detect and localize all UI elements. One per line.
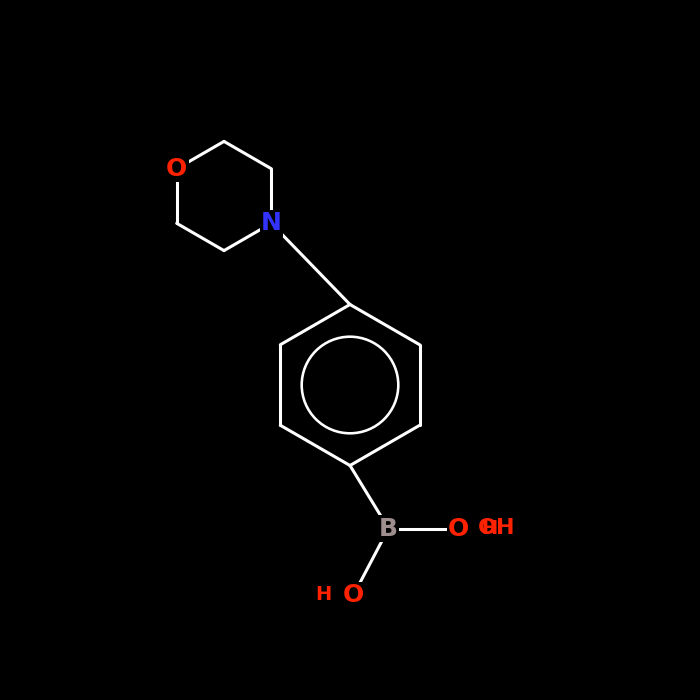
Text: O: O bbox=[448, 517, 469, 540]
Text: H: H bbox=[315, 585, 331, 605]
Text: N: N bbox=[261, 211, 281, 235]
Text: OH: OH bbox=[478, 519, 516, 538]
Text: O: O bbox=[166, 157, 188, 181]
Text: B: B bbox=[379, 517, 398, 540]
Text: H: H bbox=[481, 519, 497, 538]
Text: O: O bbox=[343, 583, 364, 607]
